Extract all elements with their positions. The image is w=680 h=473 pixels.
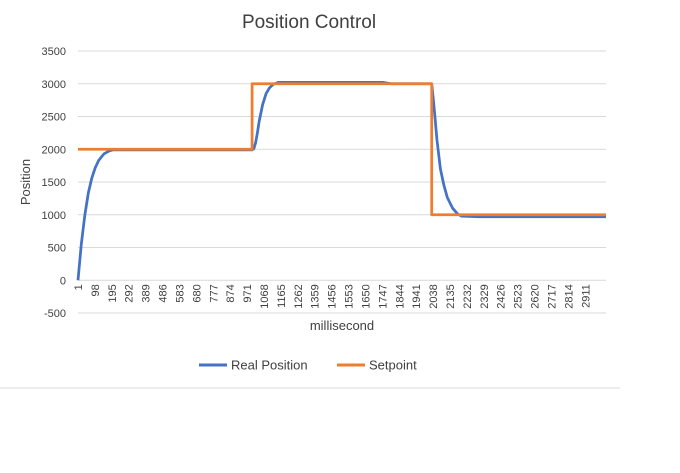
- x-tick-label: 1747: [377, 284, 389, 308]
- x-tick-label: 2620: [530, 284, 542, 308]
- x-tick-label: 1359: [310, 284, 322, 308]
- y-tick-label: 1500: [42, 177, 66, 189]
- series-line-setpoint: [78, 82, 606, 217]
- y-tick-label: 0: [60, 275, 66, 287]
- y-axis-title: Position: [18, 159, 33, 205]
- x-tick-label: 2135: [445, 284, 457, 308]
- x-tick-label: 2523: [513, 284, 525, 308]
- y-tick-label: -500: [44, 308, 66, 320]
- x-tick-label: 1: [73, 284, 85, 290]
- x-tick-label: 971: [242, 284, 254, 302]
- x-tick-label: 1068: [259, 284, 271, 308]
- x-tick-label: 2814: [563, 284, 575, 308]
- x-tick-label: 2717: [546, 284, 558, 308]
- y-tick-label: 1000: [42, 210, 66, 222]
- x-tick-label: 2038: [428, 284, 440, 308]
- chart-title: Position Control: [242, 12, 376, 33]
- x-tick-label: 583: [174, 284, 186, 302]
- x-tick-label: 2232: [462, 284, 474, 308]
- x-tick-label: 1553: [344, 284, 356, 308]
- x-tick-label: 777: [208, 284, 220, 302]
- x-tick-label: 1844: [394, 284, 406, 308]
- x-tick-label: 292: [124, 284, 136, 302]
- x-tick-label: 1165: [276, 284, 288, 308]
- x-tick-label: 98: [90, 284, 102, 296]
- legend-label-real-position: Real Position: [231, 358, 308, 373]
- x-tick-label: 2329: [479, 284, 491, 308]
- y-tick-label: 3500: [42, 46, 66, 58]
- y-tick-label: 2000: [42, 144, 66, 156]
- x-tick-label: 1262: [293, 284, 305, 308]
- x-tick-labels: 1 98 195 292 389 486 583 680 777 874 971 1068 1165 12…: [73, 284, 592, 308]
- y-tick-label: 500: [48, 243, 66, 255]
- x-axis-title: millisecond: [310, 318, 374, 333]
- x-tick-label: 874: [225, 284, 237, 302]
- y-tick-labels: -500 0 500 1000 1500 2000 2500 3000 3500: [42, 46, 66, 320]
- x-tick-label: 1456: [327, 284, 339, 308]
- y-tick-label: 2500: [42, 112, 66, 124]
- x-tick-label: 389: [141, 284, 153, 302]
- x-tick-label: 1650: [360, 284, 372, 308]
- y-tick-label: 3000: [42, 79, 66, 91]
- x-tick-label: 195: [107, 284, 119, 302]
- x-tick-label: 2426: [496, 284, 508, 308]
- x-tick-label: 1941: [411, 284, 423, 308]
- plot-series: [76, 81, 606, 281]
- legend-label-setpoint: Setpoint: [369, 358, 417, 373]
- x-tick-label: 486: [158, 284, 170, 302]
- x-tick-label: 2911: [580, 284, 592, 308]
- legend: Real Position Setpoint: [199, 358, 417, 373]
- x-tick-label: 680: [191, 284, 203, 302]
